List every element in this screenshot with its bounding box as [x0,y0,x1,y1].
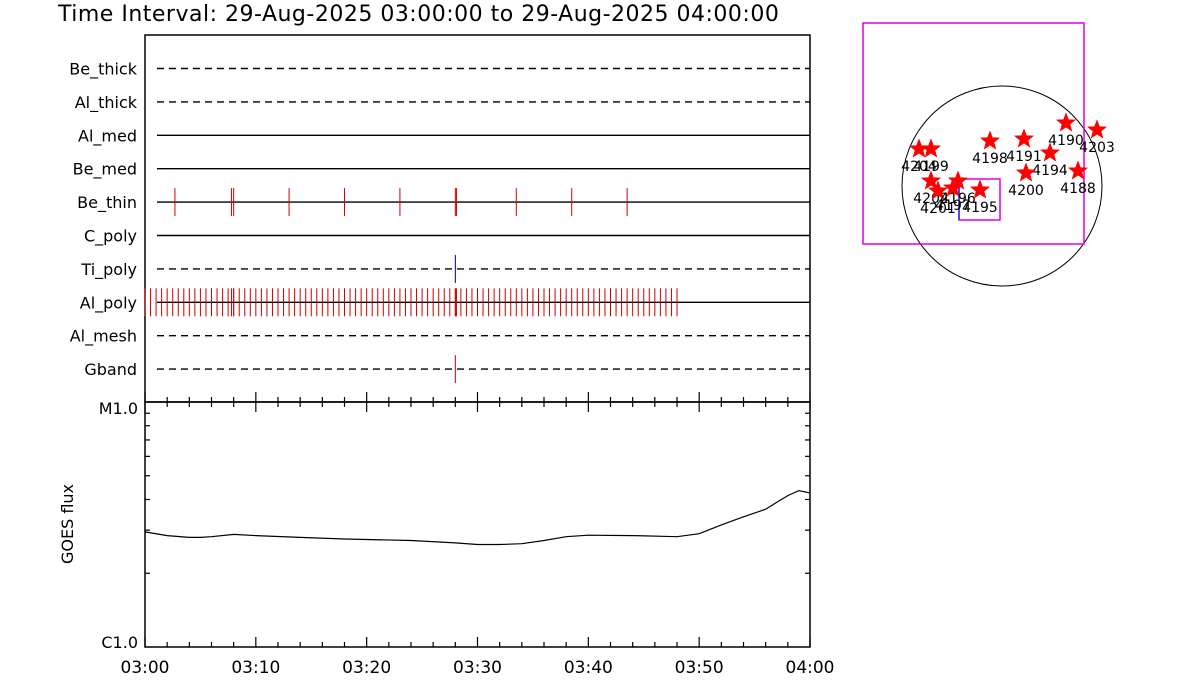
flare-star-marker [1039,142,1061,162]
flare-label: 4191 [1006,149,1042,165]
row-label-al_med: Al_med [78,126,137,146]
x-tick-label: 03:40 [564,658,613,678]
flare-label: 4194 [1032,163,1068,179]
x-tick-label: 03:10 [231,658,280,678]
flare-star-marker [1086,119,1108,139]
flare-star-marker [927,180,949,200]
flare-star-marker [920,170,942,190]
page-title: Time Interval: 29-Aug-2025 03:00:00 to 2… [58,2,780,27]
y-tick-label: M1.0 [99,399,138,418]
goes-flux-line [144,489,811,546]
row-label-be_med: Be_med [73,160,137,180]
row-label-al_thick: Al_thick [75,93,138,113]
solar-disk-locator: 4190420341914198419441884200419942044202… [862,22,1115,287]
row-label-ti_poly: Ti_poly [80,260,137,280]
flare-star-marker [1055,112,1077,132]
event-timeline-panel: Be_thick Al_thick Al_med Be_med Be_thin C_pol… [69,34,811,403]
row-label-be_thin: Be_thin [77,193,137,213]
flare-star-marker [908,138,930,158]
row-label-c_poly: C_poly [84,227,137,247]
y-tick-label: C1.0 [101,633,138,652]
solar-disk [901,85,1103,287]
flare-label: 4201 [920,201,956,217]
flare-star-marker [1067,160,1089,180]
flare-star-marker [1013,128,1035,148]
flare-label: 4204 [901,159,937,175]
flare-star-marker [1015,162,1037,182]
flare-label: 4198 [972,151,1008,167]
row-label-gband: Gband [84,360,137,379]
y-axis-label: GOES flux [58,484,77,564]
x-tick-label: 04:00 [786,658,835,678]
flare-label: 4195 [962,200,998,216]
flare-star-marker [979,130,1001,150]
flare-label: 4200 [1008,183,1044,199]
flare-star-marker [969,179,991,199]
row-label-al_mesh: Al_mesh [70,327,137,347]
flare-star-marker [942,177,964,197]
flux-frame [144,401,811,648]
row-label-be_thick: Be_thick [69,60,137,80]
timeline-frame [144,34,811,403]
x-tick-label: 03:30 [453,658,502,678]
flare-label: 4188 [1060,181,1096,197]
x-tick-label: 03:20 [342,658,391,678]
flare-label: 4199 [913,159,949,175]
x-tick-label: 03:50 [675,658,724,678]
flare-label: 4190 [1048,133,1084,149]
field-of-view-box [862,22,1085,245]
x-tick-label: 03:00 [121,658,170,678]
row-label-al_poly: Al_poly [80,293,137,313]
goes-flux-panel: 03:00 03:10 03:20 03:30 03:40 03:50 04:00 M1.0 C… [58,392,835,678]
flare-label: 4197 [935,198,971,214]
flare-label: 4203 [1079,140,1115,156]
